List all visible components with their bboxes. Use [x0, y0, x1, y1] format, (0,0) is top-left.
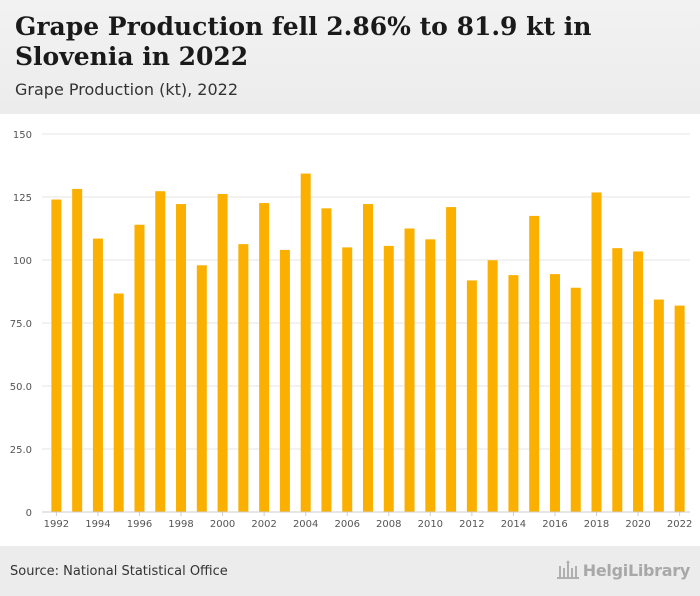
- bar-2002[interactable]: [259, 203, 270, 512]
- page-title: Grape Production fell 2.86% to 81.9 kt i…: [15, 12, 592, 71]
- bar-2014[interactable]: [508, 275, 519, 512]
- x-tick-label: 2012: [459, 519, 484, 530]
- bar-1996[interactable]: [134, 224, 145, 512]
- bar-2008[interactable]: [383, 245, 394, 512]
- footer: Source: National Statistical Office Helg…: [0, 546, 700, 596]
- bar-1992[interactable]: [51, 199, 62, 512]
- y-tick-label: 25.0: [10, 445, 32, 456]
- x-tick-label: 2016: [542, 519, 567, 530]
- bar-2001[interactable]: [238, 244, 249, 512]
- x-tick-label: 2022: [667, 519, 692, 530]
- chart-area: 0 25.0 50.0 75.0 100 125 150 1992 1994 1996 1998 2…: [0, 114, 700, 546]
- bar-2016[interactable]: [549, 274, 560, 512]
- bar-1997[interactable]: [155, 191, 166, 512]
- y-tick-label: 0: [26, 508, 32, 519]
- x-tick-label: 2018: [584, 519, 609, 530]
- bar-1994[interactable]: [92, 238, 103, 512]
- x-tick-label: 2000: [210, 519, 235, 530]
- chart-subtitle: Grape Production (kt), 2022: [15, 80, 238, 99]
- bar-2011[interactable]: [446, 207, 457, 512]
- bar-2012[interactable]: [466, 280, 477, 512]
- bar-2009[interactable]: [404, 228, 415, 513]
- library-building-icon: [556, 560, 579, 579]
- bar-2010[interactable]: [425, 239, 436, 512]
- bar-2015[interactable]: [529, 215, 540, 512]
- bar-2020[interactable]: [633, 251, 644, 512]
- source-note: Source: National Statistical Office: [10, 564, 228, 579]
- bar-2017[interactable]: [570, 287, 581, 512]
- y-tick-label: 75.0: [10, 319, 32, 330]
- x-tick-label: 2014: [501, 519, 526, 530]
- bars: [51, 173, 685, 513]
- bar-2005[interactable]: [321, 208, 332, 512]
- bar-2013[interactable]: [487, 260, 498, 512]
- bar-1999[interactable]: [196, 265, 207, 512]
- x-tick-label: 2002: [251, 519, 276, 530]
- y-tick-label: 150: [13, 130, 32, 141]
- bar-2018[interactable]: [591, 192, 602, 512]
- x-tick-label: 1992: [44, 519, 69, 530]
- bar-1993[interactable]: [72, 188, 83, 512]
- bar-2022[interactable]: [674, 305, 685, 512]
- y-tick-label: 125: [13, 193, 32, 204]
- x-tick-label: 2004: [293, 519, 318, 530]
- x-tick-label: 2020: [625, 519, 650, 530]
- y-axis: 0 25.0 50.0 75.0 100 125 150: [10, 130, 32, 519]
- x-tick-label: 2008: [376, 519, 401, 530]
- bar-2019[interactable]: [612, 248, 623, 512]
- helgi-library-logo[interactable]: HelgiLibrary: [556, 560, 690, 580]
- y-tick-label: 50.0: [10, 382, 32, 393]
- x-tick-label: 1996: [127, 519, 152, 530]
- x-tick-label: 1994: [85, 519, 110, 530]
- y-tick-label: 100: [13, 256, 32, 267]
- bar-chart: 0 25.0 50.0 75.0 100 125 150 1992 1994 1996 1998 2…: [10, 130, 693, 530]
- bar-1998[interactable]: [176, 204, 187, 512]
- x-tick-label: 2010: [418, 519, 443, 530]
- bar-2003[interactable]: [279, 249, 290, 513]
- logo-text: HelgiLibrary: [582, 560, 691, 580]
- bar-2021[interactable]: [653, 299, 664, 512]
- bar-2007[interactable]: [363, 204, 373, 512]
- chart-header: Grape Production fell 2.86% to 81.9 kt i…: [0, 0, 700, 114]
- bar-2004[interactable]: [300, 173, 311, 512]
- x-axis: 1992 1994 1996 1998 2000 2002 2004 2006 2008 2010…: [42, 511, 692, 530]
- x-tick-label: 1998: [168, 519, 193, 530]
- bar-2000[interactable]: [217, 193, 228, 512]
- x-tick-label: 2006: [334, 519, 359, 530]
- bar-2006[interactable]: [342, 247, 353, 512]
- bar-1995[interactable]: [113, 293, 124, 512]
